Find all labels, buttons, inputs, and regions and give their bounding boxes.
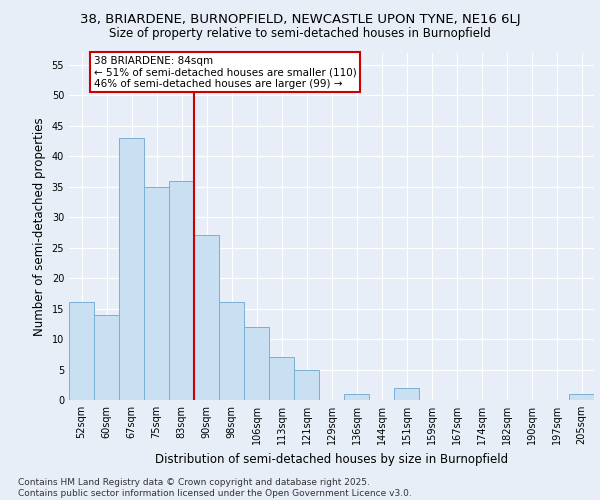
Bar xyxy=(119,138,144,400)
Text: Size of property relative to semi-detached houses in Burnopfield: Size of property relative to semi-detach… xyxy=(109,28,491,40)
X-axis label: Distribution of semi-detached houses by size in Burnopfield: Distribution of semi-detached houses by … xyxy=(155,452,508,466)
Text: 38, BRIARDENE, BURNOPFIELD, NEWCASTLE UPON TYNE, NE16 6LJ: 38, BRIARDENE, BURNOPFIELD, NEWCASTLE UP… xyxy=(80,12,520,26)
Y-axis label: Number of semi-detached properties: Number of semi-detached properties xyxy=(33,117,46,336)
Bar xyxy=(194,236,219,400)
Bar xyxy=(169,180,194,400)
Text: 38 BRIARDENE: 84sqm
← 51% of semi-detached houses are smaller (110)
46% of semi-: 38 BRIARDENE: 84sqm ← 51% of semi-detach… xyxy=(94,56,357,88)
Bar xyxy=(244,327,269,400)
Bar xyxy=(294,370,319,400)
Bar xyxy=(569,394,594,400)
Bar xyxy=(219,302,244,400)
Bar xyxy=(94,314,119,400)
Text: Contains HM Land Registry data © Crown copyright and database right 2025.
Contai: Contains HM Land Registry data © Crown c… xyxy=(18,478,412,498)
Bar xyxy=(344,394,369,400)
Bar xyxy=(269,358,294,400)
Bar xyxy=(144,186,169,400)
Bar xyxy=(69,302,94,400)
Bar xyxy=(394,388,419,400)
